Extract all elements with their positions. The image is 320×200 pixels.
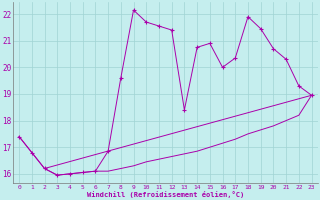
X-axis label: Windchill (Refroidissement éolien,°C): Windchill (Refroidissement éolien,°C): [87, 191, 244, 198]
